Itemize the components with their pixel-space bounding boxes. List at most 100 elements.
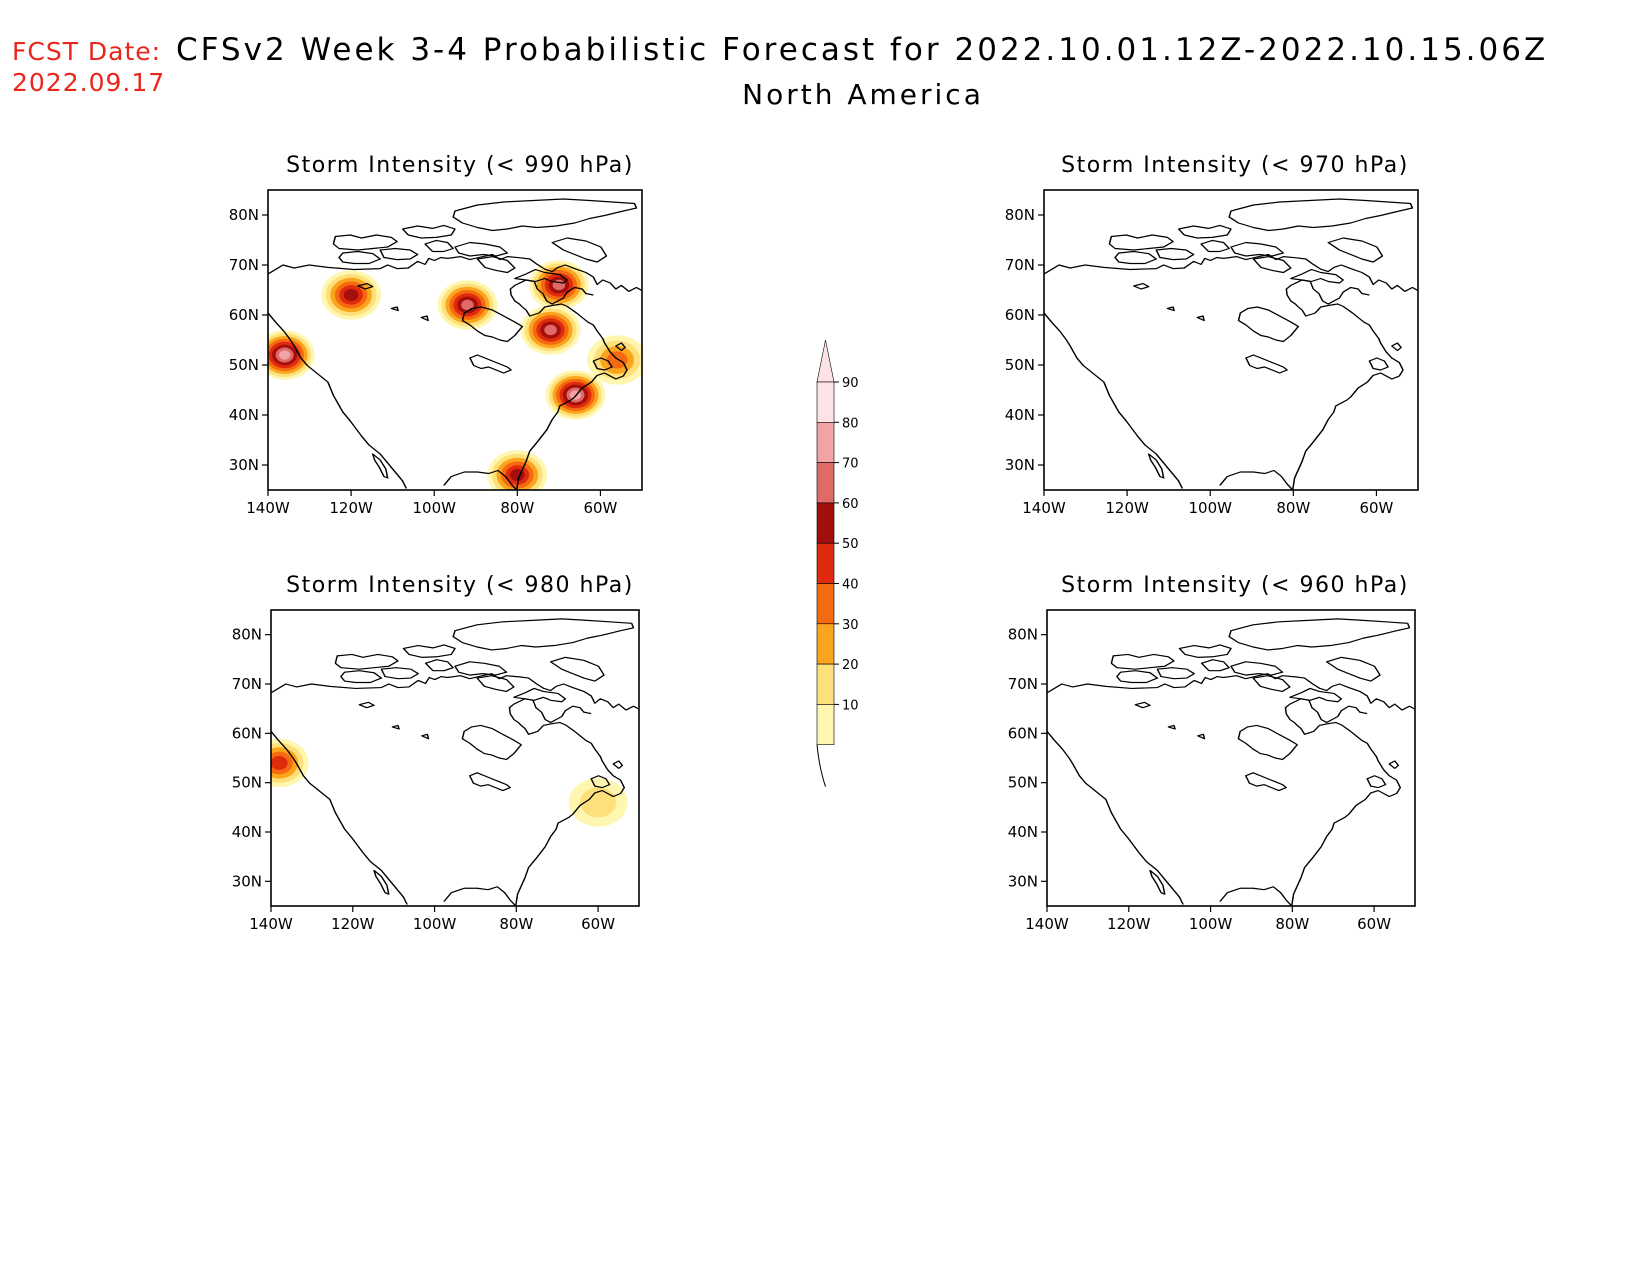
prob-contour-80	[279, 350, 291, 360]
prob-region	[268, 330, 315, 380]
lat-tick-label: 30N	[1008, 872, 1038, 890]
page-title: CFSv2 Week 3-4 Probabilistic Forecast fo…	[176, 32, 1549, 68]
colorbar-swatch	[816, 502, 835, 544]
lat-tick-label: 40N	[232, 823, 262, 841]
colorbar-label: 90	[842, 376, 859, 391]
coastline	[268, 198, 642, 490]
map-frame	[1043, 189, 1419, 491]
panel-title: Storm Intensity (< 990 hPa)	[286, 153, 634, 178]
lon-tick-label: 80W	[1276, 499, 1310, 517]
colorbar-label: 60	[842, 497, 859, 512]
panel-title: Storm Intensity (< 970 hPa)	[1061, 153, 1409, 178]
lon-tick-label: 100W	[413, 915, 457, 933]
lon-tick-label: 120W	[329, 499, 373, 517]
lon-tick-label: 140W	[249, 915, 293, 933]
map-panel-p990: Storm Intensity (< 990 hPa) 80N 70N 60N 50N 4…	[229, 153, 643, 517]
forecast-date-block: FCST Date: 2022.09.17	[12, 36, 165, 98]
colorbar-bottom-cap	[816, 744, 826, 787]
lon-tick-label: 140W	[1022, 499, 1066, 517]
prob-region	[520, 305, 581, 355]
lat-tick-label: 60N	[232, 724, 262, 742]
lat-tick-label: 80N	[1008, 626, 1038, 644]
colorbar-label: 80	[842, 416, 859, 431]
lon-tick-label: 100W	[1189, 915, 1233, 933]
lon-tick-label: 120W	[1105, 499, 1149, 517]
lat-tick-label: 60N	[1005, 306, 1035, 324]
lat-tick-label: 60N	[229, 306, 259, 324]
forecast-date-value: 2022.09.17	[12, 68, 166, 97]
lat-tick-label: 50N	[229, 356, 259, 374]
prob-contour-40	[606, 351, 628, 369]
lon-tick-label: 140W	[246, 499, 290, 517]
lat-tick-label: 40N	[1005, 406, 1035, 424]
colorbar-label: 50	[842, 537, 859, 552]
prob-contour-50	[271, 755, 288, 770]
map-frame	[267, 189, 643, 491]
lon-tick-label: 100W	[412, 499, 456, 517]
lon-tick-label: 60W	[1359, 499, 1393, 517]
coastline	[1047, 618, 1415, 906]
colorbar-swatch	[816, 381, 835, 423]
forecast-date-label: FCST Date:	[12, 37, 162, 66]
page-subtitle: North America	[742, 78, 984, 111]
colorbar-label: 30	[842, 618, 859, 633]
panel-title: Storm Intensity (< 980 hPa)	[286, 573, 634, 598]
prob-region	[321, 270, 382, 320]
lon-tick-label: 60W	[1357, 915, 1391, 933]
lon-tick-label: 80W	[1275, 915, 1309, 933]
lat-tick-label: 60N	[1008, 724, 1038, 742]
lat-tick-label: 70N	[1008, 675, 1038, 693]
colorbar: 90 80 70 60 50 40 30 20 10	[816, 339, 859, 787]
prob-contour-60	[343, 289, 359, 301]
lon-tick-label: 140W	[1025, 915, 1069, 933]
coastline	[1044, 198, 1418, 490]
prob-region	[487, 450, 548, 490]
prob-region	[568, 778, 628, 827]
colorbar-swatch	[816, 704, 835, 746]
prob-region	[528, 260, 589, 310]
lat-tick-label: 40N	[229, 406, 259, 424]
prob-contour-70	[461, 299, 474, 311]
colorbar-swatch	[816, 583, 835, 625]
lat-tick-label: 50N	[1005, 356, 1035, 374]
map-panel-p960: Storm Intensity (< 960 hPa) 80N 70N 60N 50N 4…	[1008, 573, 1416, 933]
lat-tick-label: 30N	[229, 456, 259, 474]
lon-tick-label: 120W	[331, 915, 375, 933]
colorbar-swatch	[816, 542, 835, 584]
lat-tick-label: 70N	[229, 256, 259, 274]
colorbar-label: 10	[842, 698, 859, 713]
colorbar-swatch	[816, 663, 835, 705]
lon-tick-label: 60W	[581, 915, 615, 933]
map-panel-p970: Storm Intensity (< 970 hPa) 80N 70N 60N 50N 4…	[1005, 153, 1419, 517]
lat-tick-label: 70N	[232, 675, 262, 693]
lat-tick-label: 80N	[1005, 206, 1035, 224]
map-frame	[1046, 609, 1416, 907]
lat-tick-label: 50N	[232, 774, 262, 792]
colorbar-label: 70	[842, 457, 859, 472]
prob-region	[271, 738, 309, 788]
lon-tick-label: 80W	[499, 915, 533, 933]
lon-tick-label: 100W	[1188, 499, 1232, 517]
lat-tick-label: 30N	[1005, 456, 1035, 474]
colorbar-swatch	[816, 623, 835, 665]
lon-tick-label: 120W	[1107, 915, 1151, 933]
lat-tick-label: 40N	[1008, 823, 1038, 841]
prob-contour-20	[580, 787, 617, 818]
colorbar-label: 40	[842, 578, 859, 593]
lat-tick-label: 30N	[232, 872, 262, 890]
colorbar-swatch	[816, 421, 835, 463]
coastline	[271, 618, 639, 906]
colorbar-swatch	[816, 462, 835, 504]
prob-region	[437, 280, 498, 330]
panel-title: Storm Intensity (< 960 hPa)	[1061, 573, 1409, 598]
prob-contour-70	[544, 324, 557, 336]
lon-tick-label: 60W	[583, 499, 617, 517]
colorbar-top-cap	[816, 339, 835, 383]
colorbar-label: 20	[842, 658, 859, 673]
map-frame	[270, 609, 640, 907]
lat-tick-label: 80N	[232, 626, 262, 644]
lat-tick-label: 70N	[1005, 256, 1035, 274]
map-panel-p980: Storm Intensity (< 980 hPa) 80N 70N 60N 50N 4…	[232, 573, 640, 933]
lat-tick-label: 80N	[229, 206, 259, 224]
